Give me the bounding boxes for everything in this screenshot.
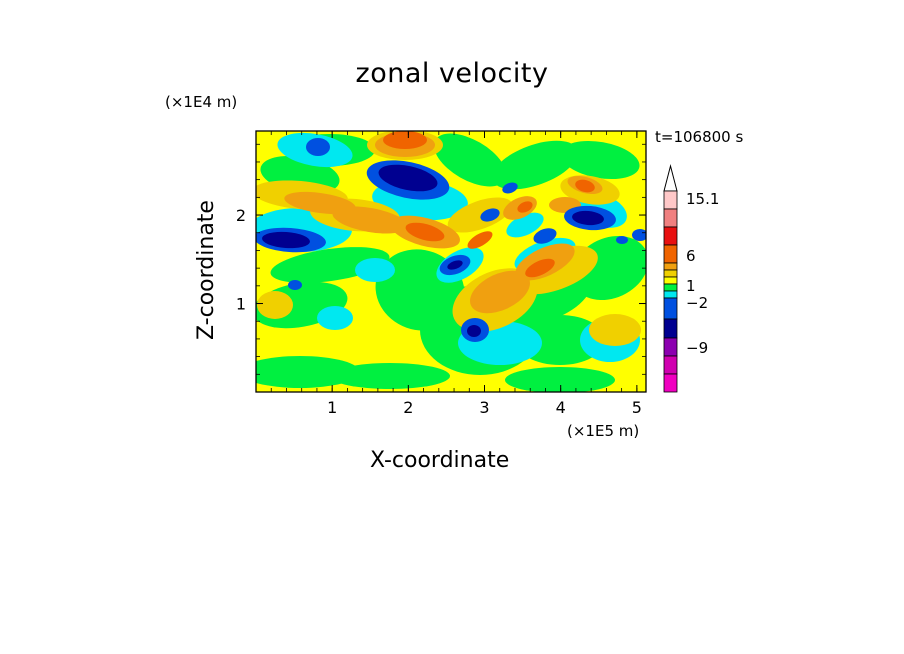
chart-title: zonal velocity [355, 58, 549, 89]
field-patch [632, 229, 646, 241]
colorbar-label: 6 [686, 247, 696, 265]
field-patch [306, 138, 330, 156]
x-tick-label: 2 [403, 398, 413, 417]
field-patch [589, 314, 641, 346]
x-tick-label: 1 [327, 398, 337, 417]
x-tick-label: 3 [479, 398, 489, 417]
colorbar-label: −9 [686, 339, 708, 357]
y-axis-unit: (×1E4 m) [165, 93, 238, 111]
y-axis-ticks: 12 [236, 143, 646, 375]
field-patch [502, 182, 518, 194]
field-contours [256, 131, 646, 392]
field-patch [405, 222, 445, 242]
field-patch [560, 140, 640, 180]
field-patch [433, 133, 507, 187]
field-patch [572, 210, 604, 226]
field-patch [505, 367, 615, 392]
field-patch [330, 363, 450, 389]
colorbar-label: 15.1 [686, 190, 719, 208]
field-patch [467, 231, 493, 249]
field-patch [383, 131, 427, 149]
x-axis-ticks: 1 2 3 4 5 [270, 131, 642, 417]
colorbar-arrow [663, 164, 678, 192]
colorbar-band [663, 262, 678, 271]
field-patch [575, 179, 595, 193]
field-patch [262, 231, 310, 249]
field-patch [284, 191, 356, 215]
y-axis-label: Z-coordinate [194, 200, 219, 340]
field-patch [616, 236, 628, 244]
colorbar-label: 1 [686, 277, 696, 295]
field-patch [332, 206, 408, 234]
field-patch [480, 208, 500, 222]
colorbar-label: −2 [686, 294, 708, 312]
colorbar-band [663, 276, 678, 285]
colorbar-band [663, 208, 678, 228]
field-patch [525, 258, 555, 278]
plot-frame [255, 130, 647, 393]
field-patch [378, 164, 438, 192]
field-patch [257, 291, 293, 319]
colorbar-band [663, 269, 678, 278]
x-axis-label: X-coordinate [370, 448, 510, 473]
field-patch [492, 140, 578, 190]
colorbar-band [663, 373, 678, 393]
field-patch [533, 228, 557, 244]
y-tick-label: 2 [236, 206, 246, 225]
colorbar-band [663, 318, 678, 339]
colorbar-band [663, 283, 678, 292]
x-tick-label: 4 [556, 398, 566, 417]
field-patch [447, 260, 463, 270]
colorbar-band [663, 290, 678, 299]
y-tick-label: 1 [236, 295, 246, 314]
field-patch [470, 270, 530, 314]
colorbar-band [663, 297, 678, 320]
field-patch [467, 325, 481, 337]
colorbar-band [663, 355, 678, 375]
x-tick-label: 5 [632, 398, 642, 417]
field-patch [317, 306, 353, 330]
colorbar-band [663, 337, 678, 357]
field-patch [517, 201, 533, 213]
field-patch [288, 280, 302, 290]
colorbar-band [663, 244, 678, 264]
colorbar-band [663, 226, 678, 246]
colorbar: 15.1 6 1−2 −9 [663, 164, 719, 393]
field-patch [447, 197, 513, 233]
time-stamp: t=106800 s [655, 128, 744, 146]
heatmap-field [256, 131, 646, 392]
colorbar-band [663, 190, 678, 210]
field-patch [355, 258, 395, 282]
x-axis-unit: (×1E5 m) [567, 422, 640, 440]
